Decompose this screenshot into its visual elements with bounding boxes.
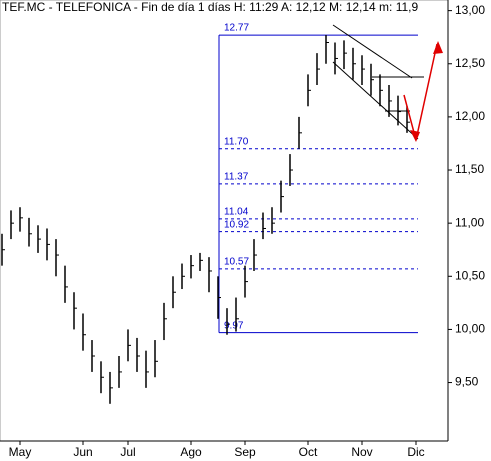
fib-label: 11.37 — [224, 171, 249, 182]
channel-line — [332, 61, 419, 140]
fib-label: 10.92 — [224, 219, 249, 230]
fib-label: 11.04 — [224, 207, 249, 218]
arrow-head — [410, 130, 420, 142]
y-tick-label: 11,50 — [455, 162, 484, 176]
x-tick-label: Ago — [180, 445, 202, 459]
x-tick-label: Nov — [351, 445, 372, 459]
fib-label: 10.57 — [224, 256, 249, 267]
x-tick-label: Jun — [73, 445, 92, 459]
fib-label: 9.97 — [224, 320, 244, 331]
y-tick-label: 12,50 — [455, 56, 485, 70]
y-tick-label: 10,50 — [455, 268, 485, 282]
x-tick-label: Oct — [299, 445, 318, 459]
axis-panel — [0, 441, 491, 461]
channel-line — [332, 24, 413, 79]
y-tick-label: 13,00 — [455, 3, 485, 17]
x-tick-label: Dic — [407, 445, 424, 459]
y-tick-label: 9,50 — [455, 375, 479, 389]
x-tick-label: May — [9, 445, 32, 459]
fib-label: 12.77 — [224, 23, 249, 34]
y-tick-label: 10,00 — [455, 322, 485, 336]
x-tick-label: Sep — [234, 445, 256, 459]
arrow-head — [433, 41, 443, 54]
x-tick-label: Jul — [120, 445, 135, 459]
y-tick-label: 12,00 — [455, 109, 485, 123]
fib-label: 11.70 — [224, 136, 249, 147]
axis-panel — [448, 0, 491, 461]
y-tick-label: 11,00 — [455, 215, 484, 229]
chart-title: TEF.MC - TELEFONICA - Fin de día 1 días … — [2, 0, 419, 14]
